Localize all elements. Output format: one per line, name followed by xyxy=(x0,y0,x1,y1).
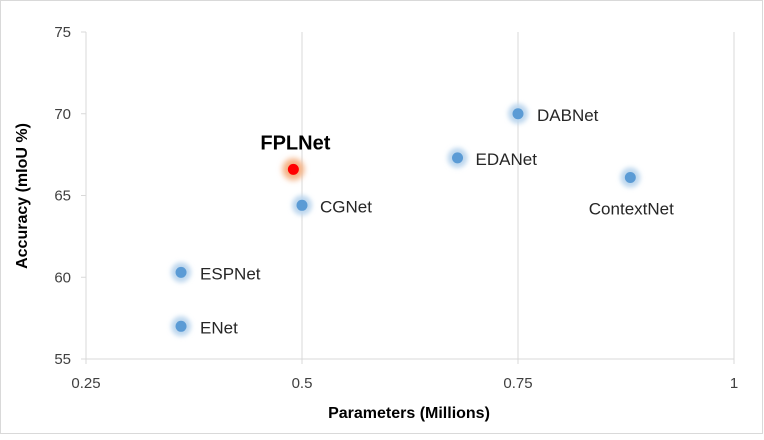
y-axis-title: Accuracy (mIoU %) xyxy=(14,123,31,269)
data-point-fplnet xyxy=(282,158,305,181)
y-tick-label: 60 xyxy=(54,269,71,286)
point-label-edanet: EDANet xyxy=(476,150,538,169)
x-tick-label: 1 xyxy=(730,375,738,392)
x-tick-label: 0.75 xyxy=(503,375,532,392)
x-axis-title: Parameters (Millions) xyxy=(328,405,490,422)
y-tick-label: 65 xyxy=(54,188,71,205)
data-point-espnet xyxy=(171,262,192,283)
point-label-cgnet: CGNet xyxy=(320,197,372,216)
point-label-espnet: ESPNet xyxy=(200,264,261,283)
y-tick-label: 55 xyxy=(54,351,71,368)
point-label-layer: FPLNet CGNet DABNet EDANet ContextNet ESPNet E… xyxy=(200,106,674,338)
x-tick-label: 0.5 xyxy=(292,375,313,392)
data-point-marker xyxy=(175,266,187,278)
data-point-marker xyxy=(296,199,308,211)
x-tick-label: 0.25 xyxy=(71,375,100,392)
tick-label-layer: 0.25 0.5 0.75 1 55 60 65 70 75 xyxy=(54,24,738,392)
data-point-dabnet xyxy=(508,103,528,124)
data-point-marker xyxy=(175,320,187,332)
y-tick-label: 70 xyxy=(54,106,71,123)
data-point-marker xyxy=(624,172,636,184)
point-label-fplnet: FPLNet xyxy=(260,132,330,154)
data-point-enet xyxy=(171,316,192,337)
data-point-layer xyxy=(171,103,641,337)
data-point-edanet xyxy=(447,147,468,168)
data-point-marker xyxy=(287,163,299,175)
data-point-contextnet xyxy=(620,167,641,188)
data-point-cgnet xyxy=(292,195,312,216)
grid-layer xyxy=(81,31,735,364)
data-point-marker xyxy=(512,108,524,120)
point-label-contextnet: ContextNet xyxy=(589,200,674,219)
data-point-marker xyxy=(452,152,464,164)
point-label-dabnet: DABNet xyxy=(537,106,599,125)
y-tick-label: 75 xyxy=(54,24,71,41)
point-label-enet: ENet xyxy=(200,318,238,337)
